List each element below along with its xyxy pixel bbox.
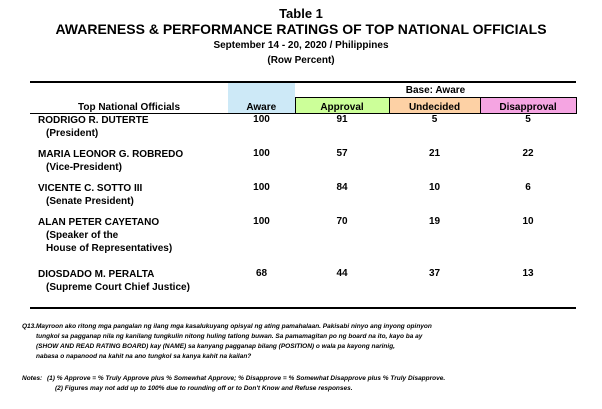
disapproval-value: 10: [522, 215, 534, 227]
col-header-officials: Top National Officials: [30, 81, 228, 114]
official-cell: DIOSDADO M. PERALTA (Supreme Court Chief…: [30, 267, 228, 309]
ratings-table: Top National Officials Aware Base: Aware…: [30, 81, 577, 309]
survey-dates: September 14 - 20, 2020 / Philippines: [213, 40, 389, 51]
note-line: (1) % Approve = % Truly Approve plus % S…: [47, 375, 446, 382]
undecided-value: 10: [428, 181, 441, 193]
table-number: Table 1: [279, 6, 323, 21]
approval-value: 57: [336, 147, 348, 159]
question-line: tungkol sa pagganap nila ng kanilang tun…: [36, 333, 423, 340]
aware-value: 68: [228, 267, 295, 309]
official-cell: MARIA LEONOR G. ROBREDO (Vice-President): [30, 148, 228, 182]
approval-value: 91: [336, 114, 348, 125]
official-cell: ALAN PETER CAYETANO (Speaker of the Hous…: [30, 216, 228, 268]
approval-value: 70: [336, 215, 348, 227]
base-aware-label: Base: Aware: [295, 81, 576, 98]
approval-value: 44: [295, 267, 389, 309]
official-cell: RODRIGO R. DUTERTE (President): [30, 114, 228, 148]
table-row: VICENTE C. SOTTO III (Senate President) …: [30, 182, 576, 216]
official-position: (President): [46, 128, 99, 139]
disapproval-value: 6: [525, 181, 531, 193]
official-position: (Speaker of the: [46, 229, 119, 241]
official-name: DIOSDADO M. PERALTA: [38, 268, 155, 280]
col-header-undecided: Undecided: [388, 97, 481, 114]
undecided-value: 21: [428, 147, 441, 159]
question-label: Q13.: [22, 323, 37, 330]
page-title: AWARENESS & PERFORMANCE RATINGS OF TOP N…: [55, 21, 547, 37]
official-cell: VICENTE C. SOTTO III (Senate President): [30, 182, 228, 216]
percent-basis: (Row Percent): [267, 55, 335, 66]
aware-value: 100: [253, 215, 270, 227]
notes-label: Notes:: [22, 375, 43, 382]
disapproval-value: 5: [525, 114, 531, 125]
approval-value: 84: [336, 181, 348, 193]
col-header-approval: Approval: [294, 97, 390, 114]
table-row: DIOSDADO M. PERALTA (Supreme Court Chief…: [30, 267, 576, 309]
note-line: (2) Figures may not add up to 100% due t…: [55, 385, 353, 392]
question-line: Mayroon ako ritong mga pangalan ng ilang…: [36, 323, 432, 330]
official-position: (Vice-President): [46, 161, 122, 173]
table-row: ALAN PETER CAYETANO (Speaker of the Hous…: [30, 216, 576, 268]
aware-value: 100: [253, 147, 270, 159]
disapproval-value: 22: [522, 147, 534, 159]
official-name: MARIA LEONOR G. ROBREDO: [38, 148, 184, 160]
official-position: House of Representatives): [46, 242, 173, 254]
disapproval-value: 13: [480, 267, 576, 309]
question-line: nabasa o napanood na kahit na ano tungko…: [36, 353, 252, 360]
question-line: (SHOW AND READ RATING BOARD) kay (NAME) …: [36, 343, 395, 350]
undecided-value: 5: [431, 114, 438, 125]
official-name: RODRIGO R. DUTERTE: [38, 115, 149, 126]
undecided-value: 19: [428, 215, 441, 227]
table-row: RODRIGO R. DUTERTE (President) 100 91 5 …: [30, 114, 576, 148]
col-header-disapproval: Disapproval: [479, 97, 577, 114]
undecided-value: 37: [389, 267, 480, 309]
official-name: ALAN PETER CAYETANO: [38, 216, 160, 228]
col-header-aware: Aware: [228, 81, 295, 114]
aware-value: 100: [253, 114, 270, 125]
table-row: MARIA LEONOR G. ROBREDO (Vice-President)…: [30, 148, 576, 182]
official-position: (Supreme Court Chief Justice): [46, 281, 190, 293]
official-name: VICENTE C. SOTTO III: [38, 182, 143, 194]
official-position: (Senate President): [46, 195, 134, 207]
aware-value: 100: [253, 181, 270, 193]
